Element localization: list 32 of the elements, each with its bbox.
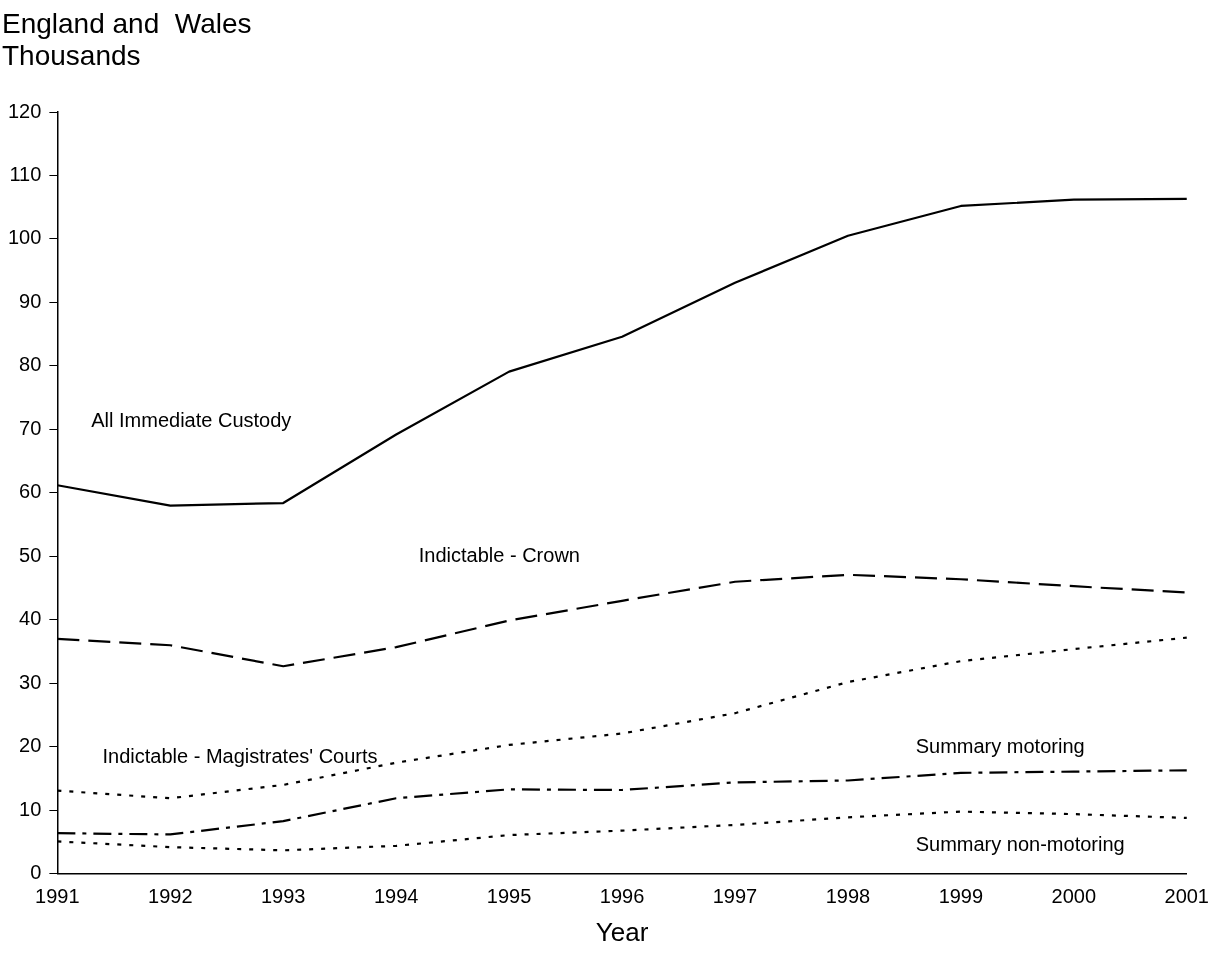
y-tick-label: 70 [19, 416, 42, 439]
y-tick-label: 90 [19, 289, 42, 312]
series-label: Summary non-motoring [915, 833, 1125, 856]
chart-title: England and Wales [2, 8, 252, 40]
y-tick-label: 20 [19, 734, 42, 757]
y-tick-label: 50 [19, 543, 42, 566]
y-tick-label: 110 [9, 163, 42, 185]
y-axis-title: Thousands [2, 40, 141, 72]
series-label: Summary motoring [915, 735, 1085, 758]
y-tick-label: 30 [19, 670, 42, 693]
text: Indictable - Crown [418, 544, 580, 567]
x-tick-label: 1992 [148, 885, 193, 908]
x-axis-title: Year [595, 916, 649, 947]
y-tick-label: 100 [7, 226, 42, 249]
y-tick-label: 120 [7, 99, 42, 122]
x-tick-label: 1991 [35, 885, 80, 908]
text: All Immediate Custody [91, 408, 292, 431]
y-tick-label: 60 [19, 480, 42, 503]
y-tick-label: 10 [19, 797, 42, 820]
x-tick-label: 2001 [1164, 885, 1209, 908]
y-tick-label: 80 [19, 353, 42, 376]
x-tick-label: 1997 [712, 885, 758, 908]
x-tick-label: 1995 [486, 885, 532, 908]
series-label: Indictable - Magistrates' Courts [102, 745, 378, 768]
x-tick-label: 1993 [261, 885, 306, 908]
x-tick-label: 2000 [1051, 885, 1097, 908]
x-tick-label: 1999 [938, 885, 984, 908]
y-tick-label: 40 [19, 607, 42, 630]
x-tick-label: 1994 [373, 885, 419, 908]
y-tick-label: 0 [30, 861, 42, 884]
x-tick-label: 1996 [599, 885, 645, 908]
x-tick-label: 1998 [825, 885, 871, 908]
